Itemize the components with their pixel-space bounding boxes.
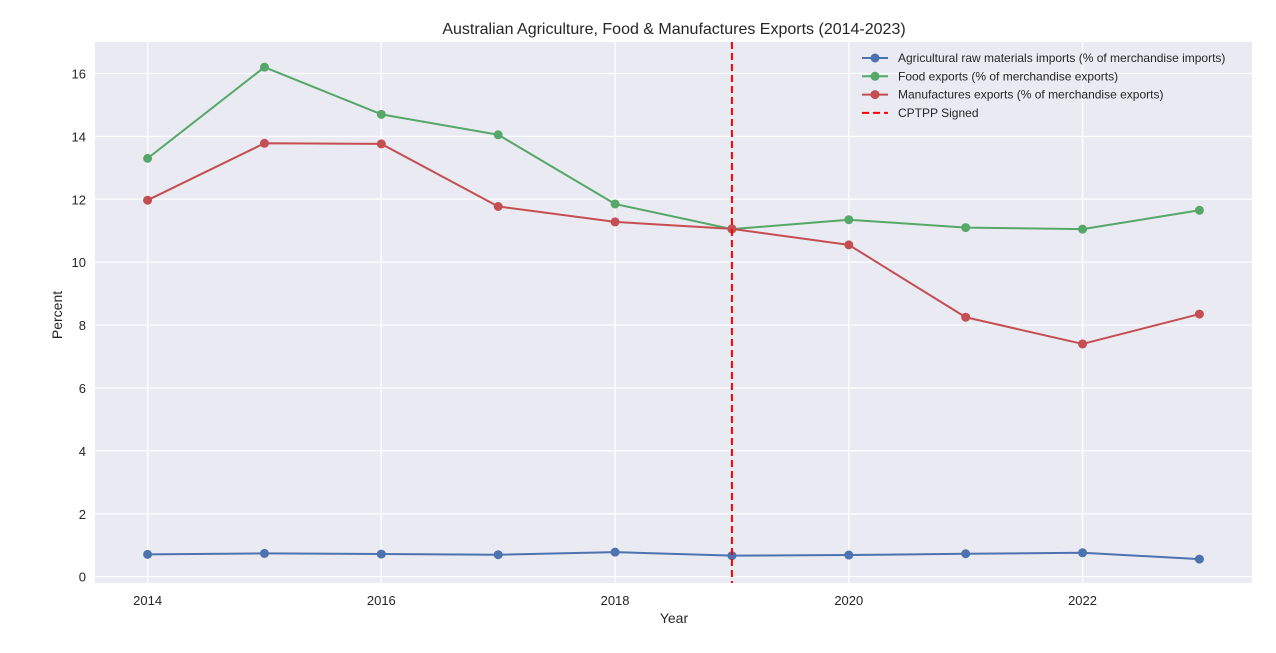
series-1 [143,547,1204,564]
grid-lines [95,42,1252,583]
y-tick-label: 0 [79,570,86,585]
data-point [961,312,971,322]
chart-title: Australian Agriculture, Food & Manufactu… [442,21,905,38]
data-point [727,551,737,561]
x-axis-ticks: 2014 2016 2018 2020 2022 [133,593,1097,608]
x-tick-label: 2020 [834,593,863,608]
data-point [1194,309,1204,319]
series-layer [143,62,1204,564]
x-tick-label: 2018 [601,593,630,608]
data-point [493,202,503,212]
x-tick-label: 2016 [367,593,396,608]
legend-marker [870,90,880,100]
data-point [493,550,503,560]
data-point [961,223,971,233]
legend-marker [870,53,880,63]
data-point [143,153,153,163]
data-point [259,138,269,148]
legend-item: CPTPP Signed [862,106,979,120]
series-line [147,142,1200,345]
data-point [610,217,620,227]
x-axis-label: Year [660,610,689,626]
data-point [376,109,386,119]
data-point [1194,205,1204,215]
data-point [1078,339,1088,349]
data-point [376,549,386,559]
legend-item: Manufactures exports (% of merchandise e… [862,88,1163,102]
data-point [961,549,971,559]
y-tick-label: 16 [72,66,86,81]
y-tick-label: 8 [79,318,86,333]
data-point [1078,548,1088,558]
series-line [147,551,1200,561]
data-point [610,199,620,209]
y-tick-label: 2 [79,507,86,522]
legend-label: Agricultural raw materials imports (% of… [898,51,1225,65]
legend-item: Food exports (% of merchandise exports) [862,69,1118,83]
data-point [493,130,503,140]
y-tick-label: 4 [79,444,86,459]
data-point [143,549,153,559]
data-point [844,550,854,560]
legend-label: Food exports (% of merchandise exports) [898,69,1118,83]
legend-item: Agricultural raw materials imports (% of… [862,51,1225,65]
data-point [844,240,854,250]
x-tick-label: 2014 [133,593,162,608]
y-tick-label: 12 [72,192,86,207]
y-axis-label: Percent [49,291,65,339]
legend-label: CPTPP Signed [898,106,979,120]
legend-label: Manufactures exports (% of merchandise e… [898,88,1163,102]
data-point [259,548,269,558]
y-tick-label: 6 [79,381,86,396]
plot-area [95,42,1252,583]
y-tick-label: 10 [72,255,86,270]
series-3 [143,138,1204,349]
legend: Agricultural raw materials imports (% of… [862,51,1225,120]
data-point [1078,224,1088,234]
series-2 [143,62,1204,234]
data-point [143,195,153,205]
data-point [610,547,620,557]
x-tick-label: 2022 [1068,593,1097,608]
data-point [259,62,269,72]
data-point [727,224,737,234]
data-point [1194,554,1204,564]
legend-marker [870,71,880,81]
series-line [146,66,1200,231]
y-tick-label: 14 [72,129,86,144]
data-point [376,139,386,149]
y-axis-ticks: 0 2 4 6 8 10 12 14 16 [72,66,86,584]
data-point [844,215,854,225]
